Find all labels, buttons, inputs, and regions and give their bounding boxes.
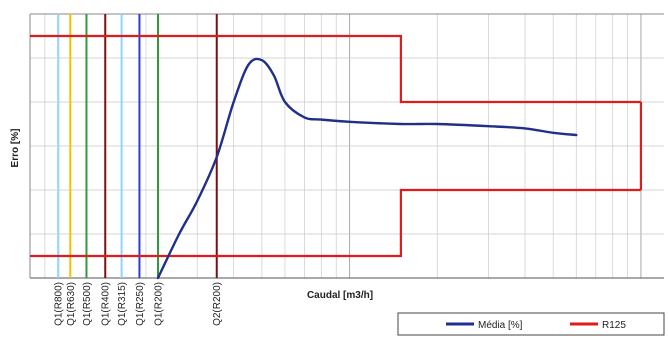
reference-line-label: Q1(R315) bbox=[117, 282, 128, 326]
reference-line-label: Q2(R200) bbox=[212, 282, 223, 326]
r125-upper-limit bbox=[30, 34, 641, 104]
reference-line-label: Q1(R500) bbox=[82, 282, 93, 326]
plot-frame bbox=[29, 13, 664, 279]
grid bbox=[29, 14, 664, 278]
reference-line-label: Q1(R250) bbox=[135, 282, 146, 326]
media-error-curve bbox=[156, 57, 578, 280]
legend: Média [%] R125 bbox=[397, 312, 665, 336]
reference-line-labels: Q1(R800) Q1(R630) Q1(R500) Q1(R400) Q1(R315)… bbox=[54, 282, 224, 326]
series bbox=[156, 57, 578, 280]
legend-label-media: Média [%] bbox=[478, 320, 523, 331]
tolerance-band bbox=[30, 34, 643, 258]
reference-lines bbox=[57, 14, 218, 278]
legend-box bbox=[397, 312, 665, 336]
reference-line-label: Q1(R800) bbox=[54, 282, 65, 326]
reference-line-label: Q1(R630) bbox=[66, 282, 77, 326]
r125-lower-limit bbox=[30, 188, 641, 258]
y-axis-title: Erro [%] bbox=[10, 129, 21, 168]
x-axis-title: Caudal [m3/h] bbox=[307, 290, 373, 301]
legend-label-r125: R125 bbox=[602, 320, 626, 331]
reference-line-label: Q1(R400) bbox=[101, 282, 112, 326]
reference-line-label: Q1(R200) bbox=[153, 282, 164, 326]
